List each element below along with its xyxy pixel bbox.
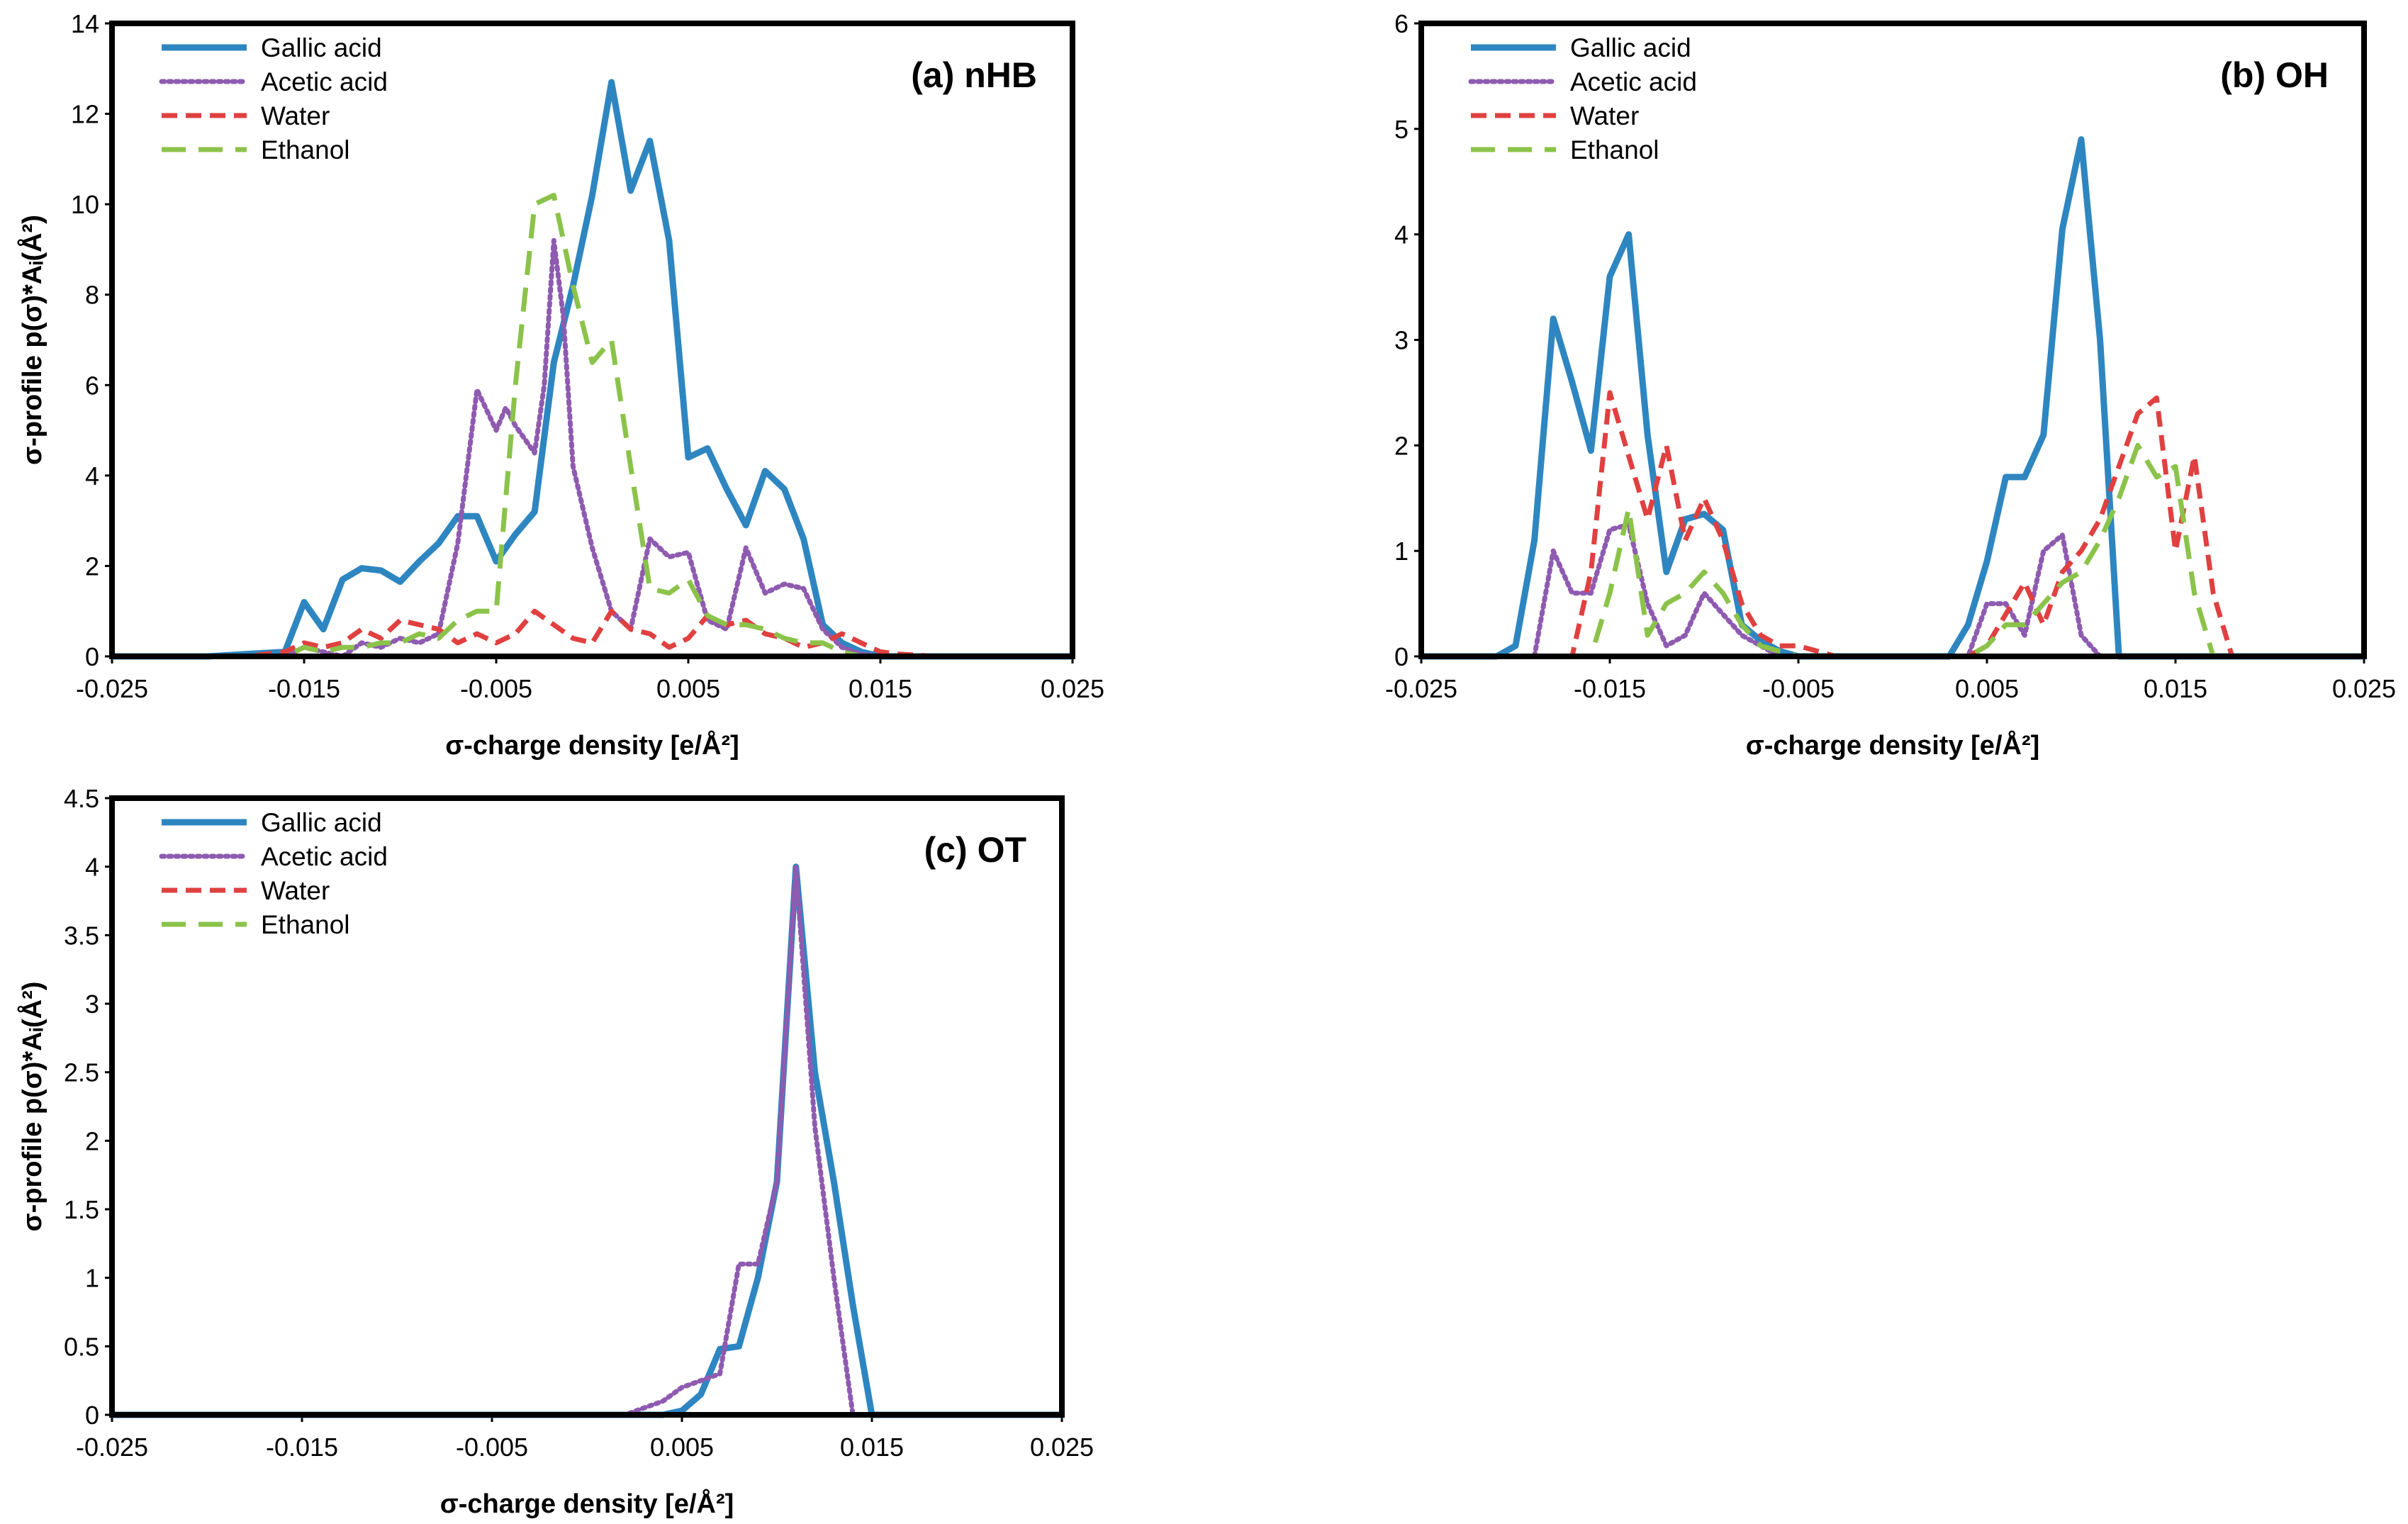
y-tick-label: 6: [85, 371, 99, 400]
y-tick-label: 10: [71, 190, 99, 219]
x-axis-label: σ-charge density [e/Å²]: [445, 729, 739, 761]
y-tick-label: 1: [1394, 537, 1409, 566]
legend-label: Water: [261, 101, 330, 130]
series-line-water: [1421, 390, 2364, 659]
y-tick-label: 0: [1394, 642, 1409, 671]
series-line-water: [112, 608, 1073, 659]
x-tick-label: -0.025: [76, 674, 148, 703]
series-line-gallic-acid: [1421, 136, 2364, 660]
y-tick-label: 8: [85, 281, 99, 310]
plot-frame: [109, 795, 1065, 1418]
series-line-ethanol: [1421, 442, 2364, 659]
plot-frame: [109, 21, 1075, 659]
legend-label: Gallic acid: [261, 808, 382, 837]
legend-label: Gallic acid: [1570, 33, 1691, 62]
y-tick-label: 3.5: [64, 921, 99, 950]
legend-label: Water: [1570, 101, 1639, 130]
y-tick-label: 4: [85, 461, 99, 491]
chart-panel-1: 0 2 4 6 8 10 12 14 -0.025 -0.015 -0.005 0.005 0.015 0…: [16, 9, 1104, 761]
y-tick-label: 2: [85, 551, 99, 581]
y-tick-label: 2: [85, 1126, 99, 1155]
x-tick-label: 0.005: [1955, 674, 2019, 703]
y-tick-label: 4: [85, 853, 99, 882]
legend-label: Gallic acid: [261, 33, 382, 62]
x-tick-label: 0.005: [650, 1433, 714, 1462]
panel-title: (a) nHB: [911, 55, 1037, 95]
legend-label: Ethanol: [1570, 135, 1659, 164]
x-tick-label: 0.025: [2332, 674, 2396, 703]
x-tick-label: 0.005: [656, 674, 720, 703]
y-tick-label: 0: [85, 642, 99, 671]
y-tick-label: 3: [85, 990, 99, 1019]
legend-label: Acetic acid: [261, 67, 388, 96]
panel-title: (b) OH: [2220, 55, 2329, 95]
y-tick-label: 2.5: [64, 1058, 99, 1087]
legend-label: Water: [261, 876, 330, 905]
x-tick-label: -0.005: [460, 674, 532, 703]
x-tick-label: 0.015: [849, 674, 912, 703]
y-tick-label: 0.5: [64, 1332, 99, 1361]
series-line-acetic-acid: [109, 237, 1075, 659]
legend-label: Ethanol: [261, 135, 350, 164]
series-line-gallic-acid: [112, 79, 1073, 660]
x-tick-label: 0.015: [2144, 674, 2207, 703]
y-tick-label: 12: [71, 100, 99, 129]
x-tick-label: -0.005: [1762, 674, 1835, 703]
y-axis-label: σ-profile p(σ)*Aᵢ(Å²): [16, 215, 47, 465]
y-axis-label: σ-profile p(σ)*Aᵢ(Å²): [16, 215, 47, 465]
y-axis-label: σ-profile p(σ)*Aᵢ(Å²): [16, 982, 47, 1232]
y-tick-label: 14: [71, 9, 99, 38]
series-line-gallic-acid: [112, 863, 1062, 1418]
y-tick-label: 1: [85, 1264, 99, 1293]
x-tick-label: -0.025: [76, 1433, 148, 1462]
x-tick-label: 0.015: [840, 1433, 904, 1462]
x-tick-label: -0.015: [268, 674, 340, 703]
y-tick-label: 0: [85, 1401, 99, 1430]
legend-label: Acetic acid: [261, 842, 388, 871]
panel-title: (c) OT: [924, 830, 1026, 870]
x-tick-label: -0.015: [1574, 674, 1646, 703]
x-tick-label: 0.025: [1030, 1433, 1094, 1462]
y-tick-label: 6: [1394, 9, 1409, 38]
legend-label: Acetic acid: [1570, 67, 1697, 96]
y-tick-label: 2: [1394, 431, 1409, 460]
series-line-acetic-acid: [1418, 522, 2367, 659]
x-tick-label: -0.025: [1385, 674, 1457, 703]
y-tick-label: 4: [1394, 220, 1409, 250]
x-tick-label: -0.005: [456, 1433, 528, 1462]
plot-frame: [1418, 21, 2367, 659]
x-axis-label: σ-charge density [e/Å²]: [440, 1488, 734, 1519]
series-line-acetic-acid: [109, 864, 1065, 1418]
y-tick-label: 3: [1394, 326, 1409, 355]
chart-panel-3: 0 0.5 1 1.5 2 2.5 3 3.5 4 4.5 -0.025 -0.015 -0.005 0.…: [16, 784, 1094, 1519]
x-tick-label: -0.015: [266, 1433, 338, 1462]
legend-label: Ethanol: [261, 910, 350, 939]
y-tick-label: 5: [1394, 115, 1409, 144]
y-tick-label: 1.5: [64, 1195, 99, 1224]
x-axis-label: σ-charge density [e/Å²]: [1746, 729, 2040, 761]
series-line-ethanol: [112, 192, 1073, 659]
x-tick-label: 0.025: [1041, 674, 1104, 703]
y-tick-label: 4.5: [64, 784, 99, 813]
